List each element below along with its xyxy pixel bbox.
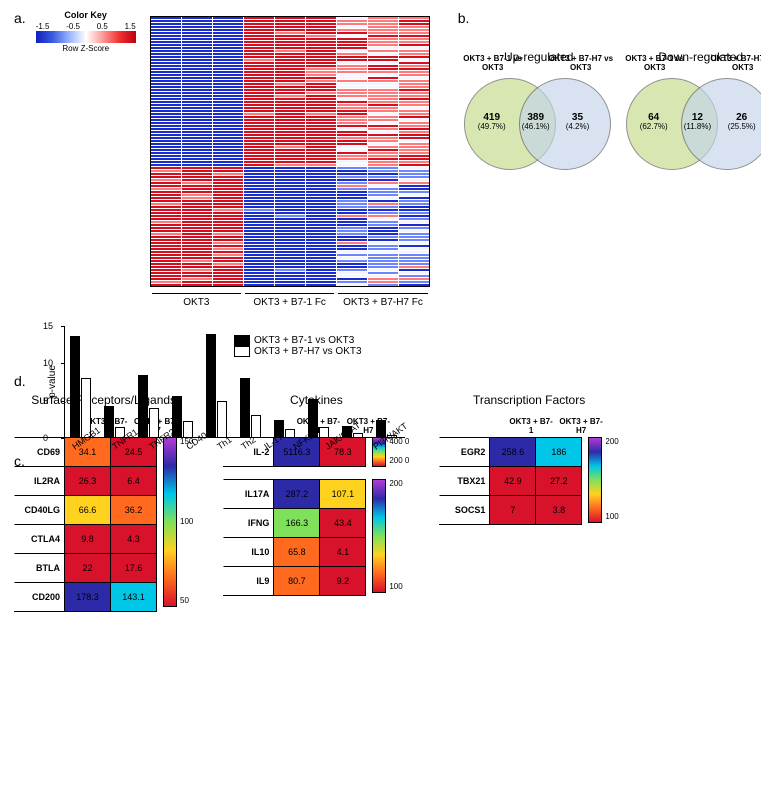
color-key-bar [36, 31, 136, 43]
panel-a: Color Key -1.5-0.50.51.5 Row Z-Score OKT… [26, 10, 430, 308]
label-a: a. [14, 10, 26, 26]
label-d: d. [14, 373, 26, 389]
color-key-ticks: -1.5-0.50.51.5 [36, 22, 136, 31]
label-b: b. [458, 10, 470, 26]
color-key-title: Color Key [64, 10, 107, 20]
barchart-legend: OKT3 + B7-1 vs OKT3OKT3 + B7-H7 vs OKT3 [234, 335, 747, 357]
panel-b: b. Up-regulatedOKT3 + B7-1 vs OKT3OKT3 +… [458, 10, 761, 308]
heatmap-a-col-labels: OKT3OKT3 + B7-1 FcOKT3 + B7-H7 Fc [150, 293, 430, 308]
barchart-ylabel: p-value [47, 365, 58, 398]
heatmap-a: OKT3OKT3 + B7-1 FcOKT3 + B7-H7 Fc [150, 16, 430, 308]
barchart-xlabels: HMGB1TNFR1TNFR2CD40Th1Th2IL-17NFKBJAK/ST… [64, 438, 404, 466]
color-key: Color Key -1.5-0.50.51.5 Row Z-Score [26, 10, 146, 53]
panel-c: c. p-value 051015 HMGB1TNFR1TNFR2CD40Th1… [14, 326, 747, 357]
heatmap-a-canvas [150, 16, 430, 287]
color-key-subtitle: Row Z-Score [62, 44, 109, 53]
